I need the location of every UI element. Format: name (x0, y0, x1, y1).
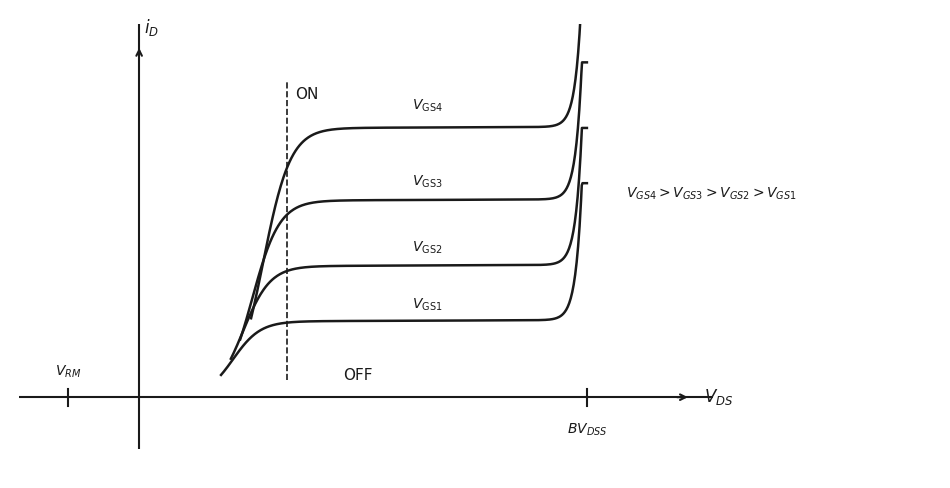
Text: $V_\mathrm{GS4}$: $V_\mathrm{GS4}$ (412, 98, 443, 114)
Text: $V_{DS}$: $V_{DS}$ (704, 387, 733, 407)
Text: $V_\mathrm{GS3}$: $V_\mathrm{GS3}$ (412, 174, 443, 190)
Text: $V_\mathrm{GS2}$: $V_\mathrm{GS2}$ (412, 239, 443, 256)
Text: $V_\mathrm{GS1}$: $V_\mathrm{GS1}$ (412, 296, 443, 313)
Text: OFF: OFF (343, 368, 372, 384)
Text: $V_{GS4}>V_{GS3}>V_{GS2}>V_{GS1}$: $V_{GS4}>V_{GS3}>V_{GS2}>V_{GS1}$ (626, 186, 797, 203)
Text: $V_{RM}$: $V_{RM}$ (55, 364, 82, 380)
Text: $BV_{DSS}$: $BV_{DSS}$ (566, 421, 607, 438)
Text: $i_D$: $i_D$ (143, 17, 159, 38)
Text: ON: ON (294, 86, 318, 102)
